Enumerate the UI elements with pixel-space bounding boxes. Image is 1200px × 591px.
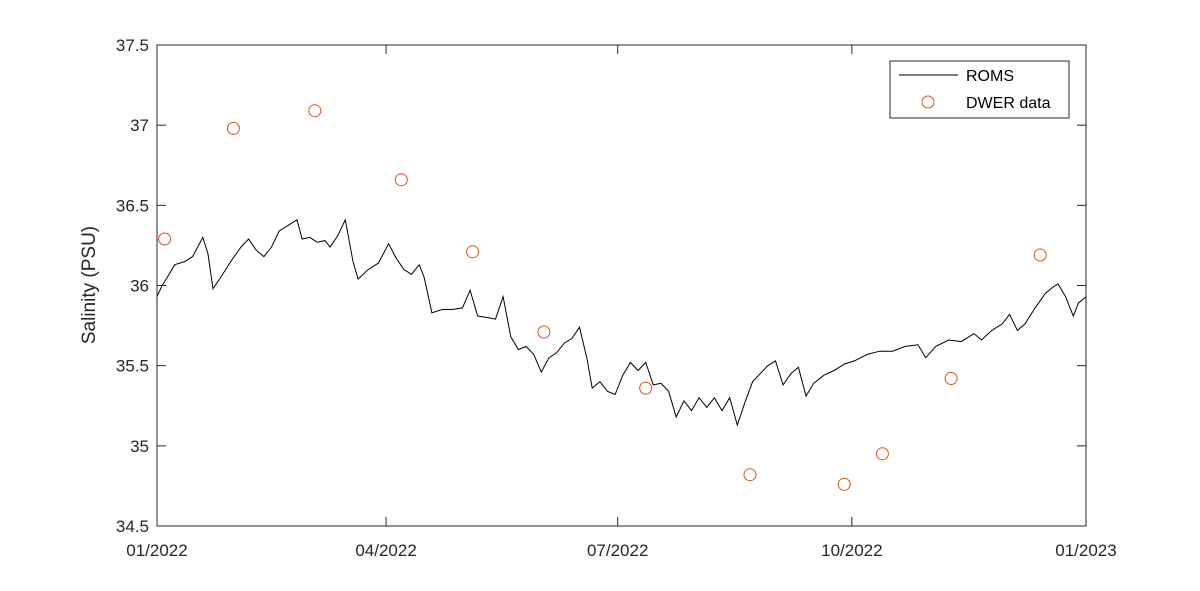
x-axis: 01/2022 04/2022 07/2022 10/2022 01/2023	[126, 45, 1117, 560]
legend-marker-dwer	[921, 95, 935, 109]
series-line-roms	[156, 218, 1087, 427]
dwer-data-point-10	[875, 447, 889, 461]
dwer-data-point-6	[537, 325, 551, 339]
legend-label-dwer: DWER data	[966, 95, 1051, 112]
y-tick-label: 34.5	[116, 517, 149, 536]
y-tick-label: 37	[130, 116, 149, 135]
dwer-data-point-8	[743, 468, 757, 482]
y-tick-label: 35.5	[116, 357, 149, 376]
x-tick-label: 07/2022	[587, 541, 648, 560]
dwer-data-point-11	[944, 372, 958, 385]
y-tick-label: 37.5	[116, 36, 149, 55]
dwer-data-point-4	[394, 173, 408, 187]
x-tick-label: 01/2023	[1055, 541, 1116, 560]
dwer-data-point-9	[837, 477, 851, 491]
y-axis-label: Salinity (PSU)	[79, 226, 100, 344]
data-layer	[156, 104, 1087, 491]
dwer-data-point-5	[466, 245, 480, 259]
x-tick-label: 10/2022	[821, 541, 882, 560]
y-tick-label: 36.5	[116, 196, 149, 215]
dwer-data-point-1	[158, 232, 172, 246]
dwer-data-point-2	[226, 121, 240, 135]
legend: ROMS DWER data	[889, 60, 1070, 119]
legend-box	[889, 60, 1070, 119]
y-axis: 34.5 35 35.5 36 36.5 37 37.5	[116, 36, 1086, 536]
legend-label-roms: ROMS	[966, 68, 1014, 85]
plot-area	[157, 45, 1086, 526]
x-tick-label: 04/2022	[355, 541, 416, 560]
dwer-data-point-12	[1033, 248, 1047, 262]
dwer-data-point-7	[639, 381, 653, 395]
dwer-data-point-3	[308, 104, 322, 118]
y-tick-label: 35	[130, 437, 149, 456]
y-tick-label: 36	[130, 277, 149, 296]
x-tick-label: 01/2022	[126, 541, 187, 560]
